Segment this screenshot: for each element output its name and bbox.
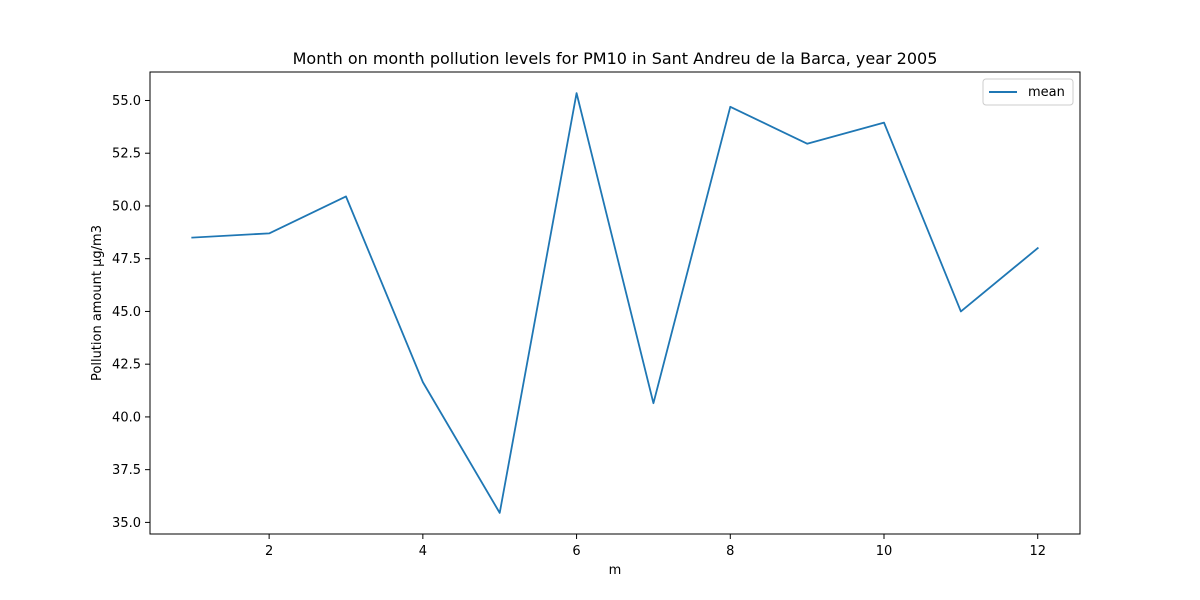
x-tick-label: 8 [726,544,734,559]
plot-area [191,92,1039,514]
y-tick-label: 42.5 [112,358,141,373]
x-tick-label: 12 [1029,544,1046,559]
x-axis: 2 4 6 8 10 12 [265,534,1046,559]
chart-title: Month on month pollution levels for PM10… [293,49,938,68]
x-tick-label: 6 [572,544,580,559]
y-tick-label: 52.5 [112,147,141,162]
series-line-mean [191,92,1039,514]
y-tick-label: 55.0 [112,94,141,109]
x-axis-label: m [609,563,622,578]
y-axis-label: Pollution amount µg/m3 [90,225,105,381]
x-tick-label: 10 [876,544,893,559]
y-tick-label: 37.5 [112,463,141,478]
y-tick-label: 35.0 [112,516,141,531]
y-axis: 35.0 37.5 40.0 42.5 45.0 47.5 50.0 52.5 55.0 [112,94,150,531]
y-tick-label: 47.5 [112,252,141,267]
x-tick-label: 4 [419,544,427,559]
x-tick-label: 2 [265,544,273,559]
y-tick-label: 50.0 [112,199,141,214]
legend: mean [982,78,1074,106]
legend-label-mean: mean [1028,85,1065,100]
legend-box [982,78,1074,106]
y-tick-label: 40.0 [112,410,141,425]
y-tick-label: 45.0 [112,305,141,320]
plot-frame [149,71,1081,535]
